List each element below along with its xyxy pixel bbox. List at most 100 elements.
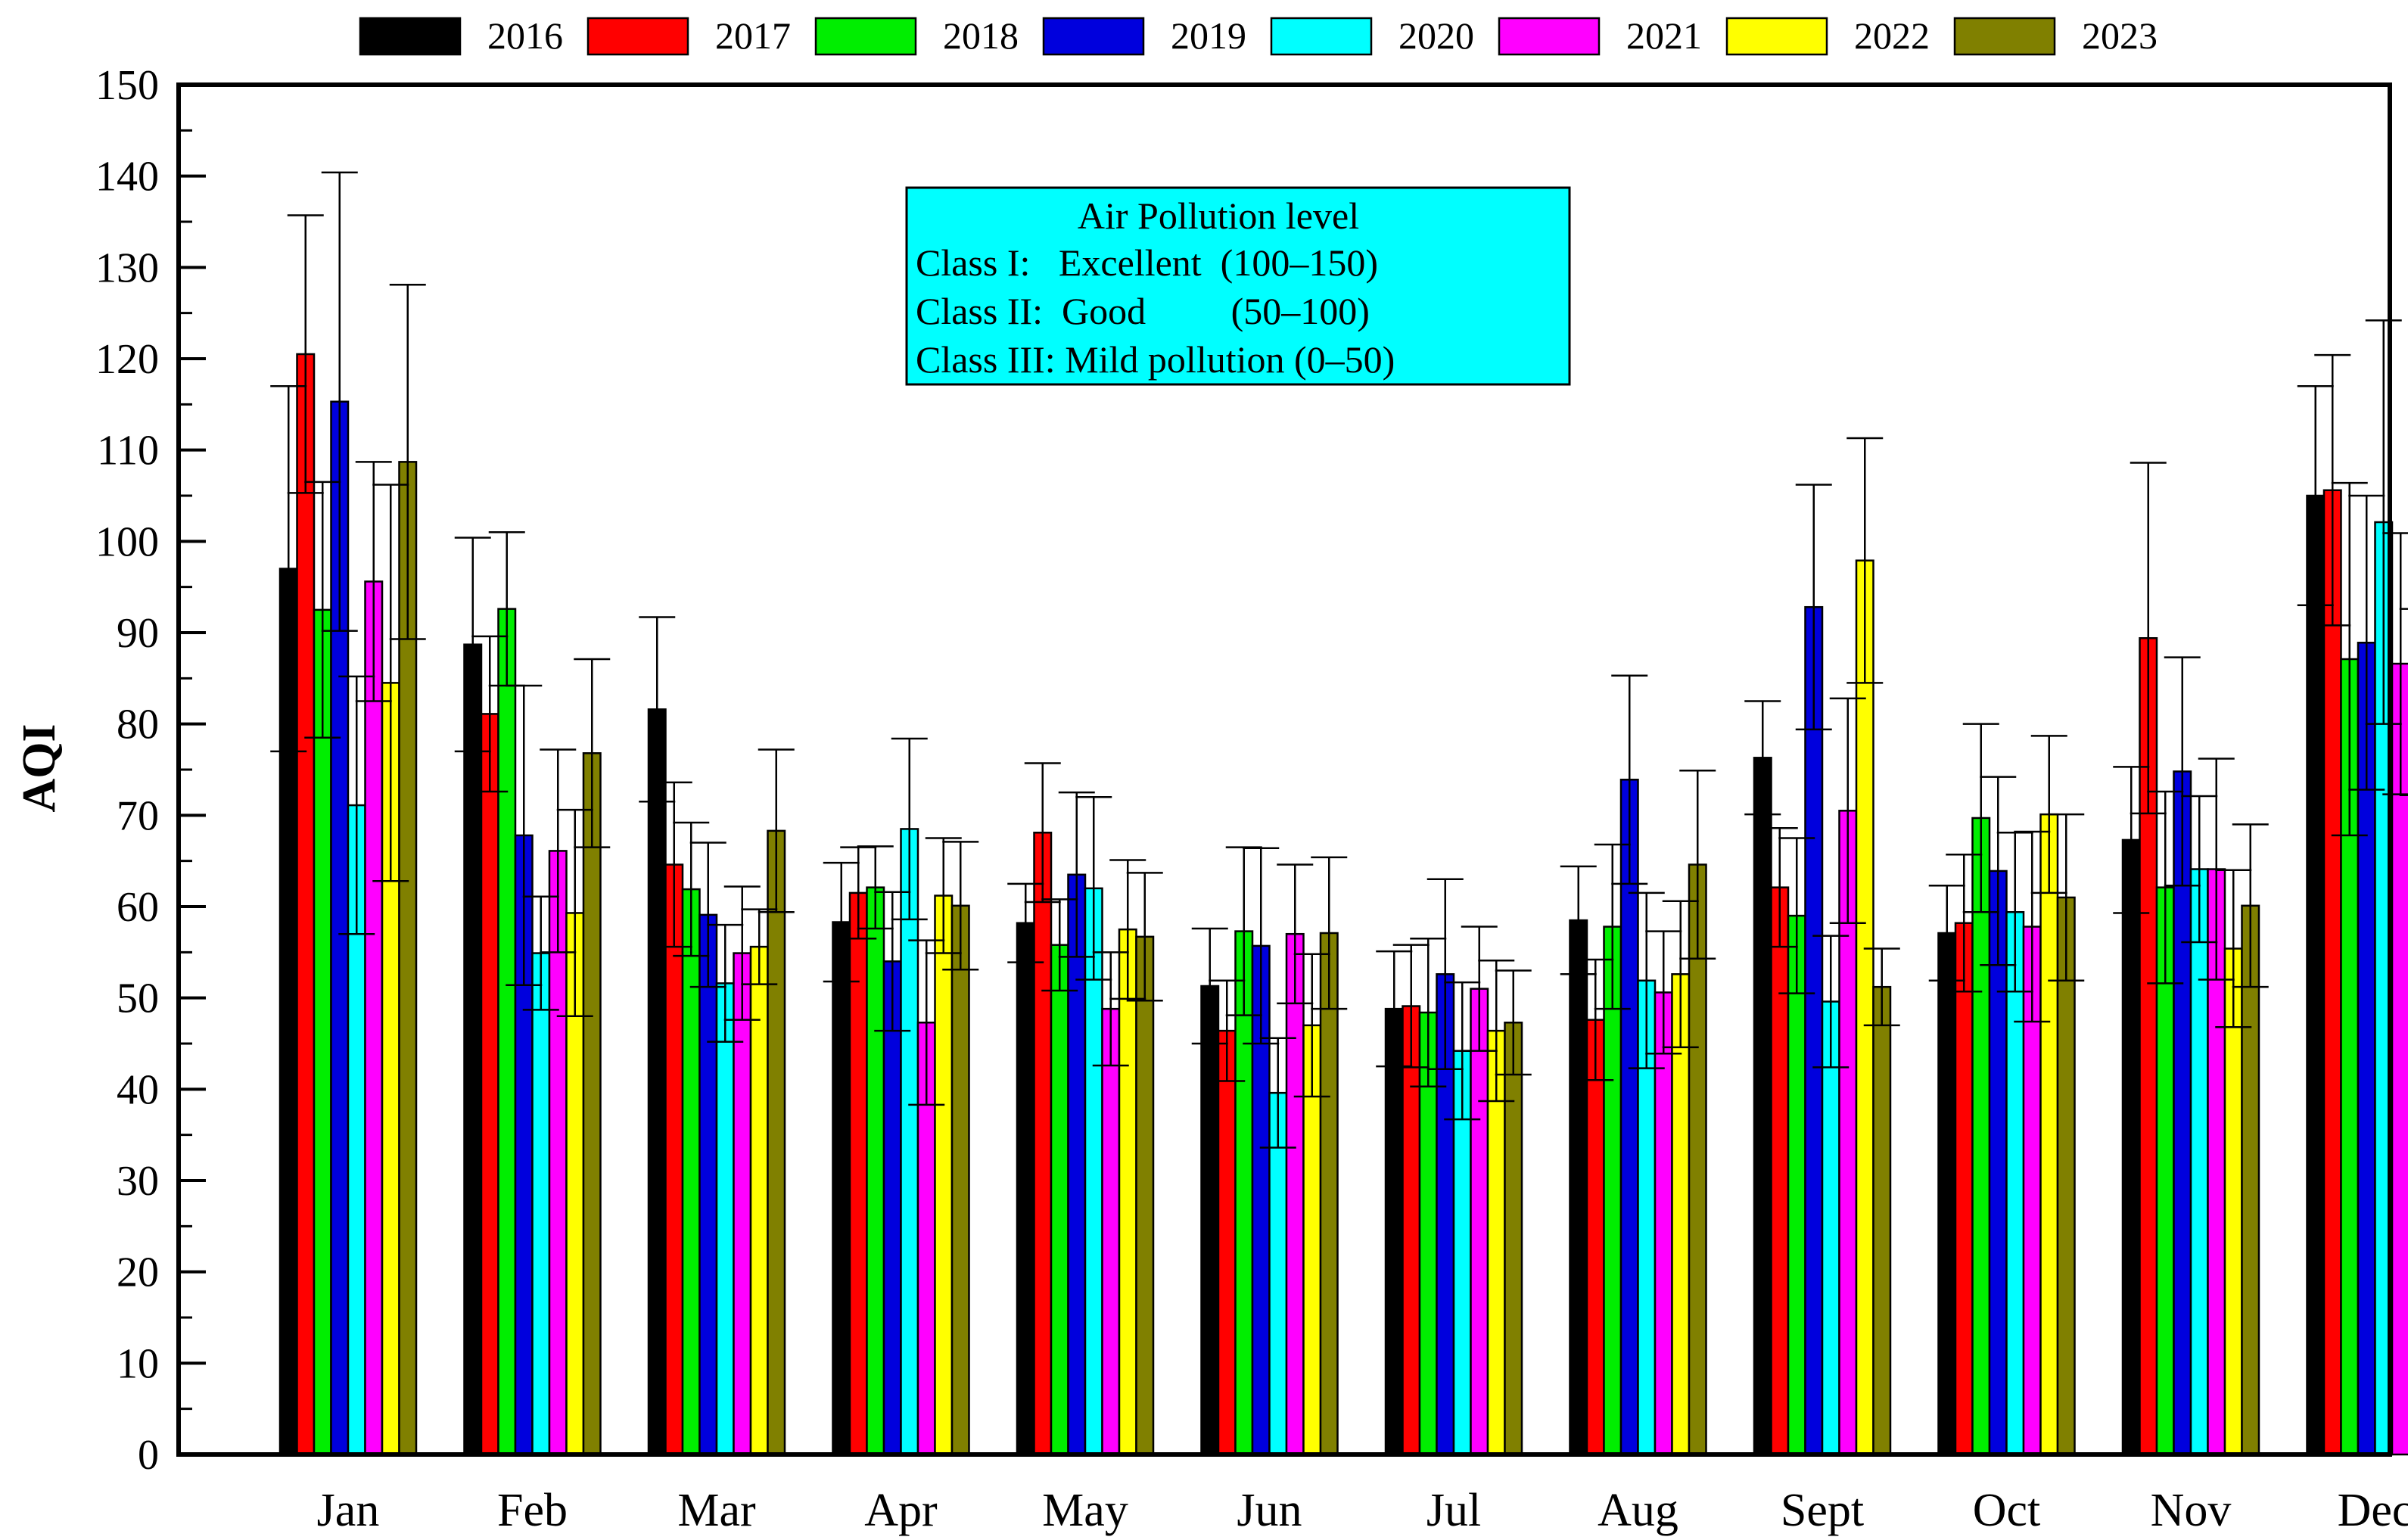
error-bar-jan-2019 <box>321 171 358 632</box>
error-bar-apr-2016 <box>823 861 860 983</box>
bar-apr-2023 <box>950 904 970 1456</box>
bar-oct-2022 <box>2039 813 2059 1456</box>
legend-entry-2016: 2016 <box>359 14 563 57</box>
bar-sept-2016 <box>1753 757 1772 1456</box>
bar-apr-2019 <box>882 960 902 1456</box>
error-bar-jun-2019 <box>1243 847 1280 1045</box>
error-bar-sept-2016 <box>1744 700 1781 816</box>
x-tick-label-jan: Jan <box>317 1485 380 1536</box>
x-axis: Jan Feb Mar Apr May Jun Jul Aug Sept Oct Nov Dec <box>317 1485 2408 1536</box>
error-bar-jul-2023 <box>1495 969 1532 1076</box>
legend-label: 2018 <box>943 14 1019 57</box>
error-bar-feb-2017 <box>471 635 509 793</box>
bar-sept-2022 <box>1855 559 1874 1456</box>
bar-oct-2017 <box>1954 922 1974 1456</box>
bar-mar-2017 <box>664 863 684 1456</box>
error-bar-aug-2020 <box>1628 891 1665 1069</box>
error-bar-jun-2022 <box>1293 953 1330 1098</box>
legend-entry-2020: 2020 <box>1270 14 1474 57</box>
bar-mar-2022 <box>749 945 769 1456</box>
bar-sept-2019 <box>1804 605 1824 1456</box>
y-tick-label: 80 <box>117 702 159 748</box>
error-bar-jul-2022 <box>1478 959 1515 1103</box>
bar-nov-2023 <box>2241 904 2260 1456</box>
bar-feb-2020 <box>531 952 551 1456</box>
error-bar-aug-2023 <box>1679 769 1716 960</box>
legend-entry-2022: 2022 <box>1725 14 1930 57</box>
legend-swatch <box>1270 17 1373 56</box>
bar-may-2023 <box>1135 935 1155 1456</box>
x-tick-label-aug: Aug <box>1598 1485 1678 1536</box>
note-line-class-i: Class I: Excellent (100–150) <box>916 241 1378 284</box>
legend-swatch <box>1042 17 1145 56</box>
legend-entry-2021: 2021 <box>1498 14 1702 57</box>
error-bar-dec-2016 <box>2297 384 2334 607</box>
bar-sept-2020 <box>1821 1000 1840 1456</box>
error-bar-mar-2017 <box>655 781 692 948</box>
bar-mar-2018 <box>681 888 701 1456</box>
error-bar-apr-2021 <box>908 939 945 1106</box>
error-bar-jan-2022 <box>372 484 409 882</box>
legend-label: 2023 <box>2082 14 2158 57</box>
x-tick-label-feb: Feb <box>497 1485 568 1536</box>
legend-label: 2020 <box>1398 14 1474 57</box>
error-bar-apr-2023 <box>942 841 979 971</box>
error-bar-apr-2018 <box>857 845 894 930</box>
error-bar-oct-2016 <box>1928 884 1965 982</box>
error-bar-jun-2016 <box>1191 927 1228 1045</box>
error-bar-jan-2017 <box>287 214 324 494</box>
error-bar-oct-2018 <box>1962 723 1999 913</box>
bar-apr-2022 <box>934 894 954 1456</box>
error-bar-oct-2021 <box>2014 830 2051 1023</box>
bar-sept-2023 <box>1872 985 1892 1456</box>
bars-layer <box>278 353 2408 1456</box>
error-bar-nov-2018 <box>2147 790 2184 985</box>
y-tick-label: 20 <box>117 1249 159 1296</box>
error-bar-dec-2020 <box>2365 319 2402 725</box>
bar-may-2021 <box>1101 1007 1121 1456</box>
bar-aug-2021 <box>1654 991 1673 1456</box>
legend-swatch <box>586 17 689 56</box>
x-tick-label-jul: Jul <box>1426 1485 1481 1536</box>
legend-entry-2018: 2018 <box>814 14 1019 57</box>
x-tick-label-apr: Apr <box>864 1485 938 1536</box>
error-bar-sept-2018 <box>1778 837 1815 994</box>
error-bar-jan-2023 <box>389 284 426 640</box>
error-bar-nov-2020 <box>2181 795 2218 944</box>
y-tick-label: 110 <box>97 428 159 474</box>
error-bar-jan-2018 <box>304 481 341 739</box>
error-bar-aug-2019 <box>1611 674 1648 885</box>
bar-oct-2018 <box>1971 817 1991 1456</box>
x-tick-label-sept: Sept <box>1781 1485 1864 1536</box>
error-bar-sept-2017 <box>1761 826 1798 948</box>
bar-apr-2017 <box>848 891 868 1456</box>
error-bar-jun-2021 <box>1277 863 1314 1005</box>
error-bar-apr-2020 <box>891 737 928 921</box>
legend-swatch <box>1725 17 1828 56</box>
bar-jul-2021 <box>1470 988 1489 1456</box>
y-axis: 0 10 20 30 40 50 60 70 80 90 100 110 120 130 140 150 <box>95 62 206 1479</box>
error-bar-jan-2021 <box>355 461 392 702</box>
y-tick-label: 120 <box>95 336 159 383</box>
bar-may-2019 <box>1067 873 1087 1456</box>
error-bar-feb-2016 <box>454 537 491 753</box>
bar-mar-2023 <box>767 829 786 1456</box>
error-bar-mar-2019 <box>689 842 726 988</box>
legend-entry-2017: 2017 <box>586 14 791 57</box>
legend-label: 2021 <box>1626 14 1702 57</box>
note-line-class-ii: Class II: Good (50–100) <box>916 290 1370 332</box>
bar-apr-2018 <box>866 886 885 1456</box>
x-tick-label-jun: Jun <box>1237 1485 1302 1536</box>
error-bar-jul-2019 <box>1426 878 1464 1071</box>
legend-entry-2023: 2023 <box>1953 14 2158 57</box>
y-tick-label: 140 <box>95 154 159 201</box>
error-bar-oct-2017 <box>1946 853 1983 993</box>
air-pollution-level-note: Air Pollution level Class I: Excellent (… <box>905 186 1571 386</box>
error-bar-feb-2021 <box>540 748 577 954</box>
y-tick-label: 130 <box>95 244 159 291</box>
error-bar-sept-2019 <box>1795 484 1832 731</box>
error-bar-aug-2017 <box>1577 958 1614 1081</box>
error-bar-sept-2022 <box>1846 437 1884 684</box>
